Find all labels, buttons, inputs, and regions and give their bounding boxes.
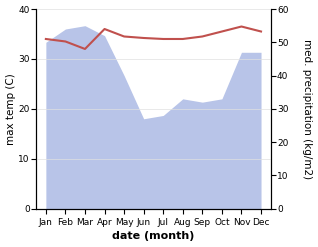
Y-axis label: med. precipitation (kg/m2): med. precipitation (kg/m2) <box>302 39 313 179</box>
Y-axis label: max temp (C): max temp (C) <box>5 73 16 145</box>
X-axis label: date (month): date (month) <box>112 231 195 242</box>
